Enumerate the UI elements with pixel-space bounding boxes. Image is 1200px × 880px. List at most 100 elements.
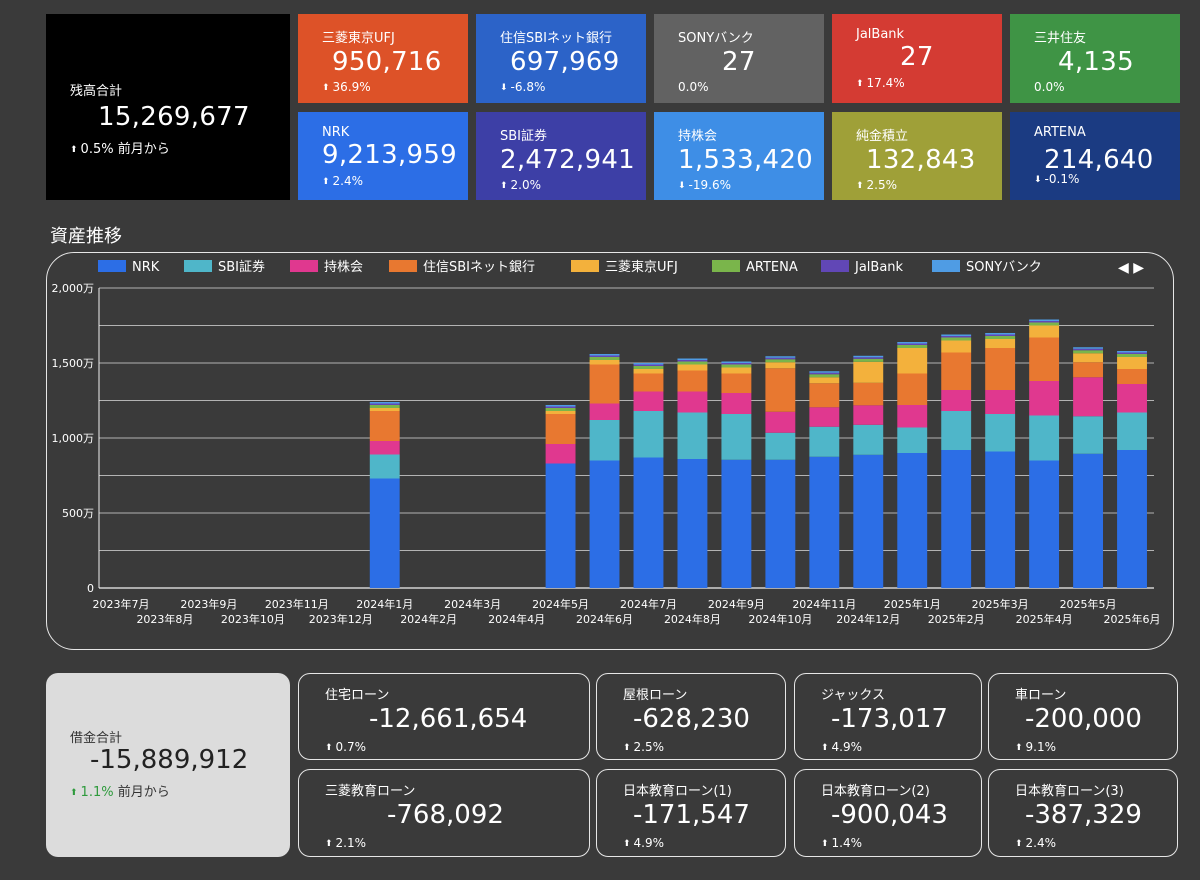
loan-name: ジャックス <box>821 688 885 703</box>
bar-segment <box>1029 322 1060 326</box>
loan-change: ⬆ 0.7% <box>325 740 366 754</box>
loan-change-pct: 4.9% <box>831 740 863 754</box>
bar-segment <box>853 405 884 425</box>
asset-change-pct: 2.5% <box>866 178 898 192</box>
bar-segment <box>721 361 752 363</box>
bar-segment <box>369 402 400 404</box>
y-tick-label: 0 <box>87 582 94 595</box>
bar-segment <box>1117 412 1147 450</box>
bar-segment <box>589 403 620 420</box>
x-tick-label: 2025年4月 <box>1016 612 1073 626</box>
bar-segment <box>941 352 972 390</box>
x-tick-label: 2023年7月 <box>92 597 149 611</box>
bar-segment <box>1029 321 1060 323</box>
arrow-up-icon: ⬆ <box>623 839 631 849</box>
bar-segment <box>721 459 752 588</box>
arrow-up-icon: ⬆ <box>70 788 78 798</box>
x-tick-label: 2023年11月 <box>265 597 329 611</box>
x-tick-label: 2024年7月 <box>620 597 677 611</box>
total-balance-change: ⬆ 0.5% 前月から <box>70 138 170 157</box>
bar-segment <box>633 363 664 365</box>
bar-segment <box>721 414 752 460</box>
asset-card-sbi-net-bank: 住信SBIネット銀行 697,969 ⬇ -6.8% <box>476 14 646 103</box>
asset-change-pct: -6.8% <box>510 80 546 94</box>
loan-change-pct: 1.4% <box>831 836 863 850</box>
asset-name: 住信SBIネット銀行 <box>500 31 613 46</box>
x-tick-label: 2024年8月 <box>664 612 721 626</box>
arrow-up-icon: ⬆ <box>70 145 78 155</box>
asset-change: ⬆ 36.9% <box>322 80 371 94</box>
y-tick-label: 1,500万 <box>52 357 95 370</box>
bar-segment <box>897 453 928 588</box>
bar-segment <box>809 426 840 457</box>
arrow-up-icon: ⬆ <box>1015 839 1023 849</box>
bar-segment <box>545 463 576 588</box>
legend-nav-arrows[interactable]: ◀ ▶ <box>1118 260 1144 276</box>
bar-segment <box>633 366 664 369</box>
loan-card-car: 車ローン -200,000 ⬆ 9.1% <box>988 673 1178 760</box>
bar-segment <box>633 369 664 374</box>
total-debt-label: 借金合計 <box>70 731 123 746</box>
bar-segment <box>589 354 620 356</box>
total-debt-change: ⬆ 1.1% 前月から <box>70 781 170 800</box>
asset-card-jalbank: JalBank 27 ⬆ 17.4% <box>832 14 1002 103</box>
bar-segment <box>545 408 576 411</box>
asset-card-sbi-securities: SBI証券 2,472,941 ⬆ 2.0% <box>476 112 646 200</box>
asset-value: 697,969 <box>510 47 620 77</box>
bar-segment <box>941 411 972 450</box>
asset-card-artena: ARTENA 214,640 ⬇ -0.1% <box>1010 112 1180 200</box>
legend-swatch <box>184 260 212 272</box>
y-tick-label: 2,000万 <box>52 282 95 295</box>
bar-segment <box>677 361 708 365</box>
asset-name: JalBank <box>856 27 905 42</box>
bar-segment <box>897 343 928 345</box>
loan-card-jp-education-3: 日本教育ローン(3) -387,329 ⬆ 2.4% <box>988 769 1178 857</box>
bar-segment <box>721 363 752 365</box>
loan-change: ⬆ 2.5% <box>623 740 664 754</box>
loan-change: ⬆ 2.1% <box>325 836 366 850</box>
bar-segment <box>809 372 840 375</box>
legend-label: NRK <box>132 260 160 275</box>
total-balance-change-suffix: 前月から <box>117 142 170 157</box>
legend-swatch <box>98 260 126 272</box>
asset-card-gold: 純金積立 132,843 ⬆ 2.5% <box>832 112 1002 200</box>
x-tick-label: 2023年12月 <box>309 612 373 626</box>
bar-segment <box>985 339 1016 348</box>
x-tick-label: 2025年1月 <box>884 597 941 611</box>
x-tick-label: 2023年9月 <box>180 597 237 611</box>
bar-segment <box>545 406 576 408</box>
asset-value: 132,843 <box>866 145 976 175</box>
total-debt-value: -15,889,912 <box>90 745 249 775</box>
bar-segment <box>809 407 840 427</box>
bar-segment <box>765 359 796 363</box>
asset-value: 214,640 <box>1044 145 1154 175</box>
bar-segment <box>545 414 576 444</box>
bar-segment <box>1117 384 1147 413</box>
loan-name: 日本教育ローン(1) <box>623 784 732 799</box>
asset-change-pct: -0.1% <box>1044 172 1080 186</box>
bar-segment <box>589 420 620 461</box>
loan-card-jaccs: ジャックス -173,017 ⬆ 4.9% <box>794 673 982 760</box>
x-tick-label: 2023年8月 <box>136 612 193 626</box>
loan-name: 日本教育ローン(2) <box>821 784 930 799</box>
loan-card-jp-education-1: 日本教育ローン(1) -171,547 ⬆ 4.9% <box>596 769 786 857</box>
asset-change: ⬆ 2.5% <box>856 178 897 192</box>
asset-card-mufg: 三菱東京UFJ 950,716 ⬆ 36.9% <box>298 14 468 103</box>
asset-change-pct: 36.9% <box>332 80 371 94</box>
asset-name: 三井住友 <box>1034 31 1087 46</box>
asset-name: 純金積立 <box>856 129 909 144</box>
bar-segment <box>369 408 400 411</box>
y-tick-label: 500万 <box>62 507 94 520</box>
loan-change-pct: 4.9% <box>633 836 665 850</box>
loan-value: -12,661,654 <box>369 704 528 734</box>
asset-change: 0.0% <box>678 80 709 94</box>
x-tick-label: 2024年9月 <box>708 597 765 611</box>
bar-segment <box>941 337 972 341</box>
bar-segment <box>1117 369 1147 384</box>
bar-segment <box>809 383 840 408</box>
x-tick-label: 2024年3月 <box>444 597 501 611</box>
arrow-up-icon: ⬆ <box>821 839 829 849</box>
asset-card-employee-stock: 持株会 1,533,420 ⬇ -19.6% <box>654 112 824 200</box>
x-tick-label: 2024年1月 <box>356 597 413 611</box>
bar-segment <box>853 424 884 455</box>
